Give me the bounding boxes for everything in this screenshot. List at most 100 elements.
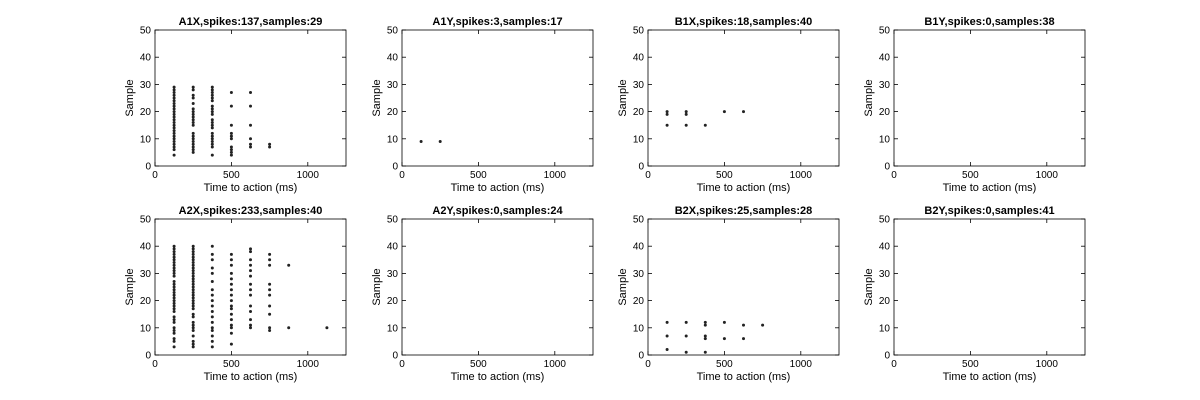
y-axis-label: Sample <box>863 268 875 305</box>
spike-point <box>210 99 214 103</box>
y-tick-label: 20 <box>140 296 152 307</box>
spike-point <box>210 120 214 124</box>
spike-point <box>229 312 233 316</box>
spike-point <box>210 93 214 97</box>
spike-point <box>172 309 176 313</box>
spike-point <box>419 140 423 144</box>
spike-point <box>191 290 195 294</box>
x-axis-label: Time to action (ms) <box>697 182 791 194</box>
y-tick-label: 0 <box>392 351 398 362</box>
y-tick-label: 50 <box>387 26 399 37</box>
spike-point <box>191 85 195 89</box>
spike-point <box>210 293 214 297</box>
spike-point <box>210 140 214 144</box>
spike-point <box>742 323 745 327</box>
spike-point <box>191 269 195 273</box>
spike-point <box>703 323 707 327</box>
x-tick-label: 0 <box>152 359 158 370</box>
x-tick-label: 500 <box>470 170 487 181</box>
spike-point <box>249 137 252 141</box>
spike-point <box>191 301 195 305</box>
spike-point <box>249 274 252 278</box>
spike-point <box>172 337 176 341</box>
spike-point <box>210 91 214 95</box>
spike-point <box>210 258 214 262</box>
y-tick-label: 20 <box>387 296 399 307</box>
spike-point <box>191 148 195 152</box>
spike-point <box>191 142 195 146</box>
y-tick-label: 30 <box>387 269 399 280</box>
spike-point <box>172 118 176 122</box>
spike-point <box>191 261 195 265</box>
x-tick-label: 0 <box>645 170 651 181</box>
spike-point <box>191 320 195 324</box>
y-tick-label: 40 <box>387 53 399 64</box>
spike-point <box>229 288 233 292</box>
spike-point <box>268 263 272 267</box>
spike-point <box>172 307 176 311</box>
spike-point <box>229 271 233 275</box>
spike-point <box>191 263 195 267</box>
spike-point <box>249 142 252 146</box>
y-tick-label: 20 <box>633 107 645 118</box>
spike-point <box>249 250 252 254</box>
y-tick-label: 10 <box>633 134 645 145</box>
y-axis-label: Sample <box>124 79 136 116</box>
spike-point <box>210 271 214 275</box>
y-tick-label: 0 <box>638 162 644 173</box>
y-tick-label: 0 <box>145 162 151 173</box>
spike-point <box>191 339 195 343</box>
spike-point <box>172 115 176 119</box>
spike-point <box>229 153 233 157</box>
spike-point <box>191 326 195 330</box>
spike-point <box>210 266 214 270</box>
spike-point <box>210 280 214 284</box>
spike-point <box>172 271 176 275</box>
spike-point <box>191 255 195 259</box>
x-tick-label: 500 <box>223 170 240 181</box>
spike-point <box>229 293 233 297</box>
spike-point <box>172 285 176 289</box>
spike-point <box>191 307 195 311</box>
spike-point <box>172 318 176 322</box>
spike-point <box>172 339 176 343</box>
panel-title: A1X,spikes:137,samples:29 <box>179 16 323 28</box>
spike-point <box>684 320 688 324</box>
spike-point <box>172 134 176 138</box>
spike-point <box>665 348 669 352</box>
y-tick-label: 30 <box>387 80 399 91</box>
x-tick-label: 1000 <box>544 170 567 181</box>
spike-point <box>665 112 669 116</box>
spike-point <box>191 323 195 327</box>
y-tick-label: 0 <box>145 351 151 362</box>
spike-point <box>172 296 176 300</box>
spike-point <box>742 337 745 341</box>
x-axis-label: Time to action (ms) <box>943 371 1037 383</box>
spike-point <box>172 244 176 248</box>
spike-point <box>229 263 233 267</box>
y-tick-label: 0 <box>884 351 890 362</box>
y-tick-label: 10 <box>387 134 399 145</box>
x-tick-label: 1000 <box>790 170 813 181</box>
spike-point <box>191 312 195 316</box>
spike-point <box>249 258 252 262</box>
spike-point <box>172 126 176 130</box>
spike-point <box>191 329 195 333</box>
plot-frame <box>647 218 840 356</box>
spike-point <box>191 274 195 278</box>
spike-point <box>229 307 233 311</box>
spike-point <box>172 142 176 146</box>
spike-point <box>210 326 214 330</box>
spike-point <box>172 110 176 114</box>
spike-point <box>229 258 233 262</box>
spike-point <box>191 299 195 303</box>
spike-point <box>191 244 195 248</box>
x-tick-label: 0 <box>152 170 158 181</box>
spike-point <box>210 110 214 114</box>
x-axis-label: Time to action (ms) <box>697 371 791 383</box>
spike-point <box>268 142 272 146</box>
spike-point <box>210 329 214 333</box>
